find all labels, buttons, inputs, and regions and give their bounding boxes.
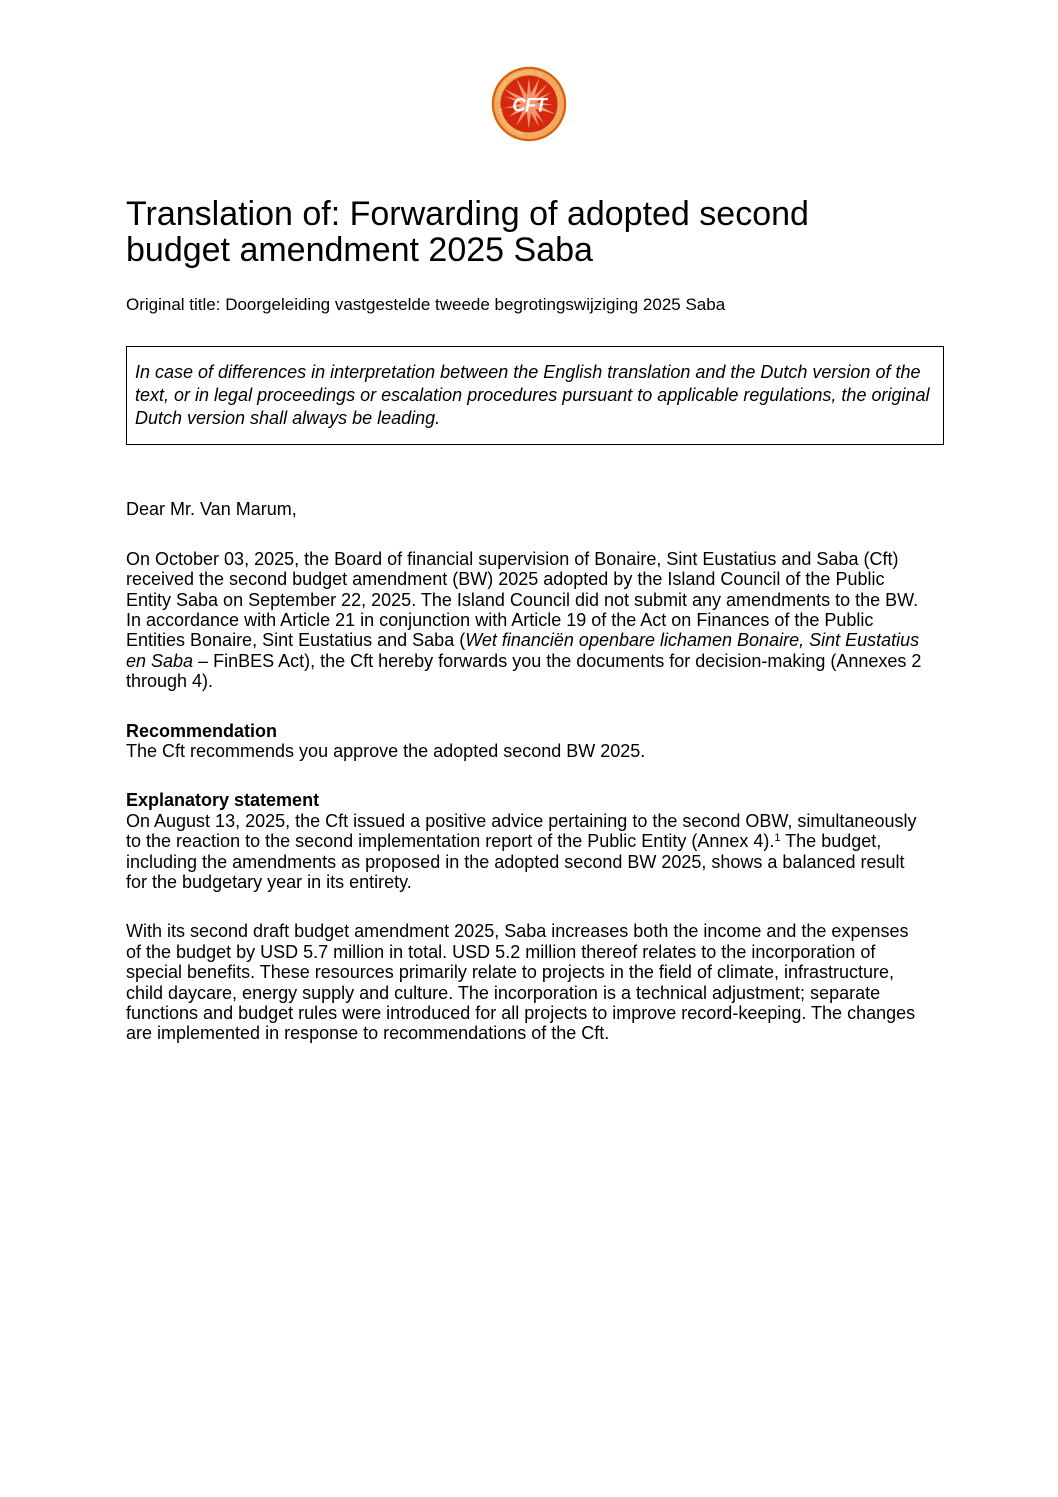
- svg-text:CFT: CFT: [512, 96, 548, 117]
